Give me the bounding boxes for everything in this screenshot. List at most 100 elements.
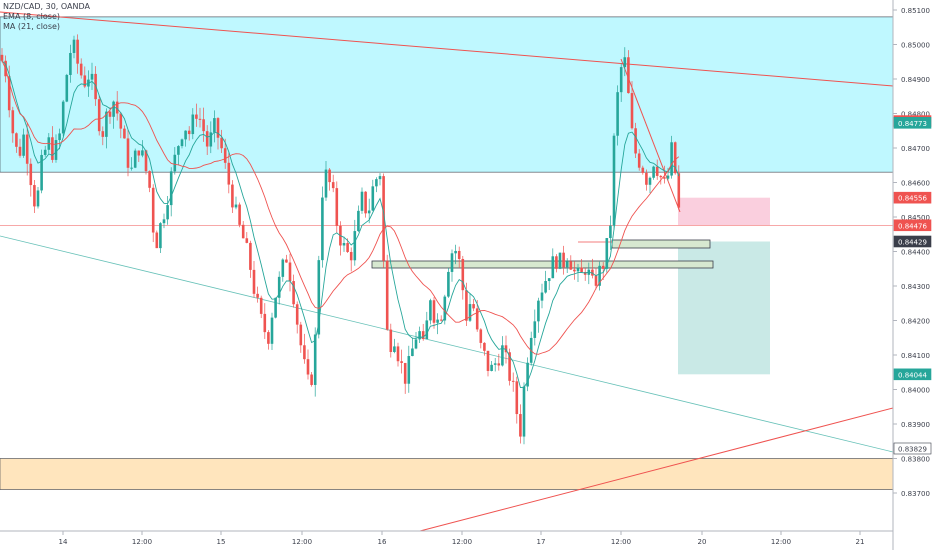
y-tick-label: 0.85000: [901, 42, 930, 50]
price-badge-label: 0.84476: [898, 222, 927, 230]
candle: [277, 271, 281, 305]
candle: [263, 303, 267, 339]
candle: [443, 294, 447, 325]
y-tick-label: 0.84000: [901, 387, 930, 395]
candle: [475, 300, 479, 332]
ema-line: [1, 60, 680, 388]
candle: [519, 404, 522, 444]
x-tick-label: 15: [217, 538, 226, 546]
candle: [252, 260, 256, 298]
candle: [295, 301, 299, 334]
candle: [382, 173, 385, 268]
y-tick-label: 0.84900: [901, 76, 930, 84]
candle: [364, 191, 367, 218]
candle: [537, 297, 540, 333]
candle: [393, 338, 396, 354]
candle: [483, 342, 486, 356]
candle: [627, 50, 630, 94]
price-badge-label: 0.83829: [898, 445, 927, 453]
swing-line: [620, 58, 681, 213]
legend-ema: EMA (8, close): [3, 12, 60, 21]
candle: [605, 238, 609, 273]
candle: [310, 371, 313, 387]
y-tick-label: 0.83900: [901, 421, 930, 429]
candle: [497, 353, 501, 371]
candle: [378, 173, 382, 186]
candle: [18, 138, 22, 158]
y-tick-label: 0.84400: [901, 249, 930, 257]
candle: [331, 174, 335, 193]
candle: [79, 58, 83, 79]
candle: [421, 323, 425, 341]
candle: [637, 149, 641, 171]
candle: [299, 321, 303, 353]
candle: [101, 126, 105, 146]
candle: [65, 73, 69, 103]
y-tick-label: 0.84200: [901, 318, 930, 326]
candle: [285, 254, 288, 263]
candle: [522, 382, 526, 445]
upper-trend-line: [0, 11, 894, 87]
y-tick-label: 0.84700: [901, 145, 930, 153]
candle: [609, 215, 612, 250]
candle: [641, 165, 645, 175]
candle: [209, 121, 213, 154]
candle: [515, 376, 519, 424]
candle: [76, 34, 79, 74]
candle: [655, 159, 659, 180]
candle: [490, 360, 493, 372]
candle: [227, 152, 231, 194]
candle: [630, 81, 634, 130]
candle: [166, 195, 169, 225]
x-tick-label: 12:00: [132, 538, 152, 546]
price-badge: [893, 235, 932, 248]
candle: [389, 323, 393, 358]
candle: [411, 337, 414, 357]
candle: [123, 125, 126, 139]
y-tick-label: 0.84500: [901, 214, 930, 222]
candle: [144, 149, 148, 175]
candle: [184, 130, 187, 147]
candle: [281, 258, 285, 282]
stop-loss-zone: [678, 197, 770, 226]
ma-line: [1, 60, 680, 355]
candle: [321, 186, 324, 268]
candle: [159, 222, 162, 253]
candle: [439, 315, 443, 322]
candle: [425, 311, 429, 340]
candle: [342, 236, 346, 252]
candle: [234, 196, 238, 210]
candle: [396, 342, 400, 367]
candle: [288, 253, 292, 292]
candle: [403, 362, 407, 394]
candle: [385, 254, 389, 331]
candle: [623, 47, 627, 77]
candle: [303, 333, 306, 364]
y-tick-label: 0.84100: [901, 352, 930, 360]
candle: [670, 135, 673, 179]
candle: [558, 252, 562, 270]
candle: [533, 309, 537, 346]
candle: [245, 232, 249, 244]
candle: [349, 247, 353, 272]
y-tick-label: 0.85100: [901, 7, 930, 15]
candle: [180, 138, 184, 149]
candle: [54, 134, 58, 163]
candle: [447, 267, 450, 298]
candle: [429, 298, 432, 325]
x-tick-label: 12:00: [771, 538, 791, 546]
candle: [90, 62, 94, 91]
x-tick-label: 12:00: [611, 538, 631, 546]
candle: [565, 258, 569, 274]
candle: [36, 187, 40, 209]
candle: [562, 245, 565, 275]
candle: [292, 274, 295, 308]
candle: [223, 138, 227, 169]
candle: [11, 106, 15, 143]
candle: [479, 328, 483, 349]
rising-trend-line: [419, 407, 894, 532]
candle: [205, 125, 209, 156]
candle: [526, 357, 529, 392]
